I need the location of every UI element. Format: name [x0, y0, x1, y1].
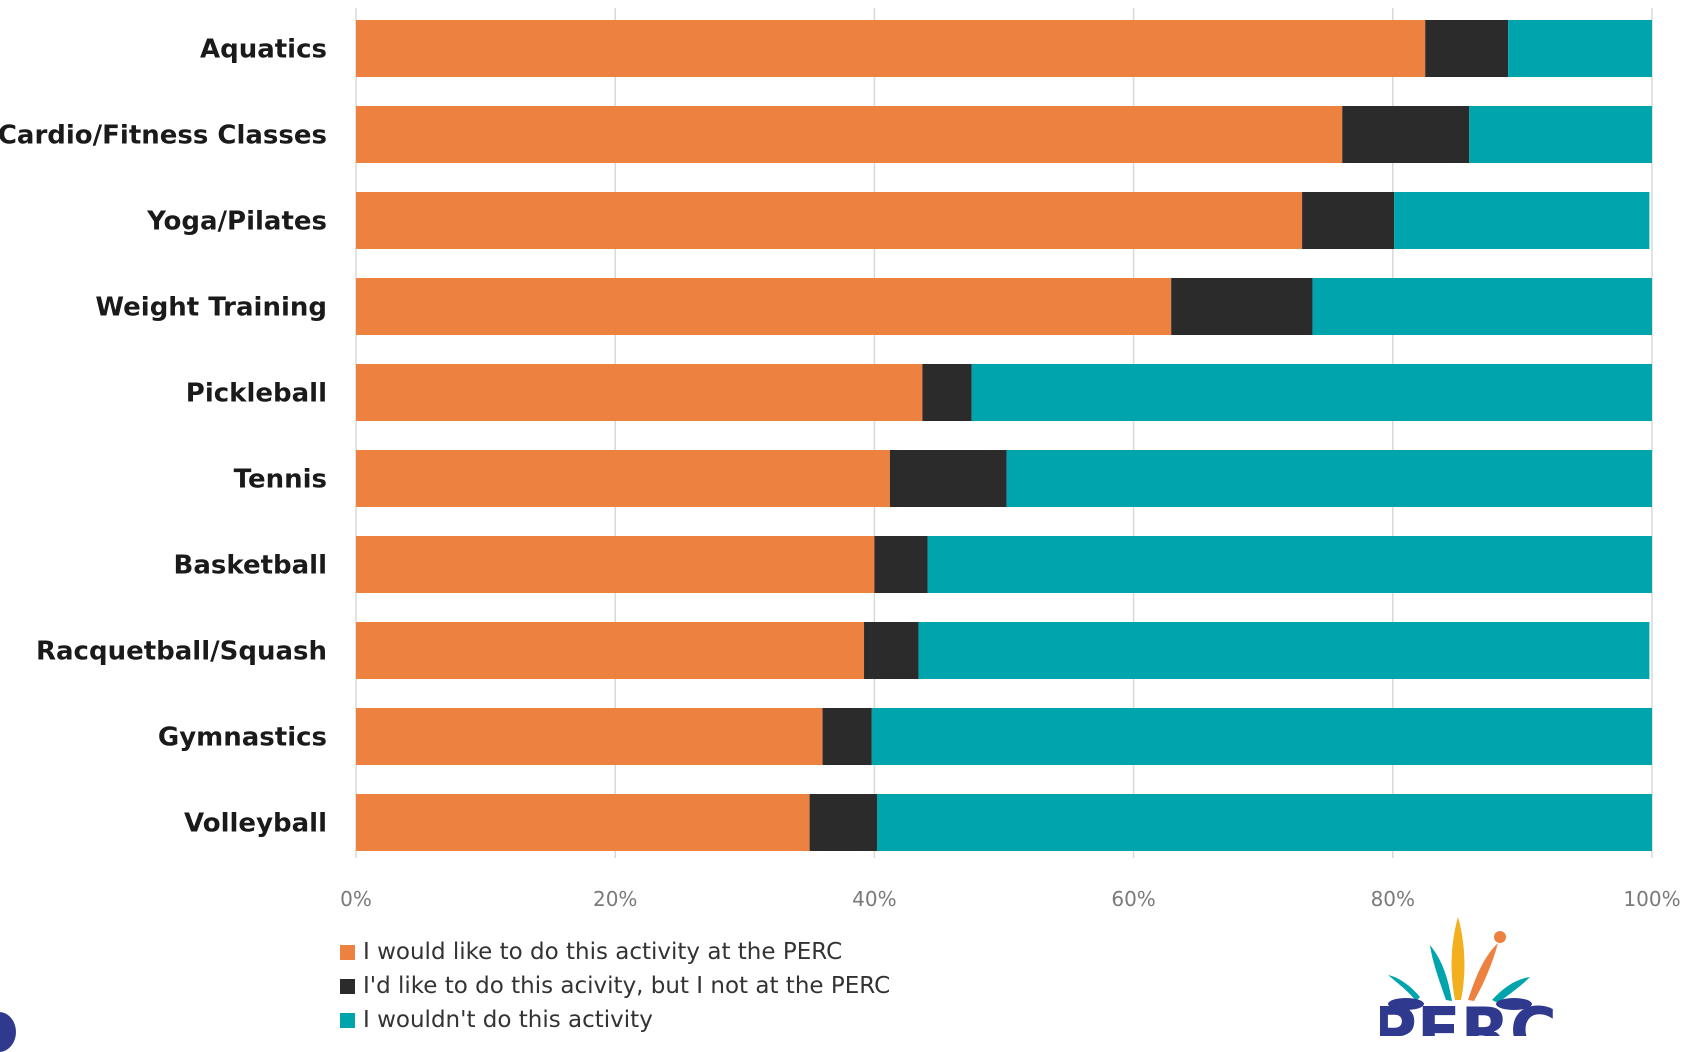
bars: [356, 20, 1652, 851]
x-tick-label: 0%: [340, 887, 372, 911]
legend-item: I would like to do this activity at the …: [340, 935, 890, 969]
category-label: Tennis: [234, 465, 327, 495]
svg-text:PERC: PERC: [1380, 995, 1557, 1036]
category-label: Volleyball: [184, 809, 327, 839]
x-tick-label: 20%: [593, 887, 637, 911]
bar-segment: [1302, 192, 1395, 249]
category-labels: Aquatics Cardio/Fitness Classes Yoga/Pilat…: [0, 35, 327, 839]
bar-segment: [918, 622, 1650, 679]
bar-segment: [874, 536, 928, 593]
bar-segment: [1171, 278, 1313, 335]
legend-swatch-teal: [340, 1012, 355, 1028]
bar-segment: [356, 192, 1303, 249]
category-label: Aquatics: [200, 35, 327, 65]
bar-segment: [871, 708, 1652, 765]
bar-segment: [1425, 20, 1509, 77]
bar-segment: [1508, 20, 1652, 77]
bar-segment: [356, 450, 890, 507]
bar-segment: [864, 622, 919, 679]
bar-segment: [889, 450, 1007, 507]
legend-item: I wouldn't do this activity: [340, 1003, 890, 1037]
bar-segment: [356, 20, 1426, 77]
bar-segment: [971, 364, 1652, 421]
x-tick-label: 40%: [852, 887, 896, 911]
x-tick-label: 80%: [1371, 887, 1415, 911]
bar-segment: [356, 708, 823, 765]
legend-swatch-orange: [340, 944, 355, 960]
bar-segment: [927, 536, 1652, 593]
perc-logo-icon: PERC: [1380, 905, 1560, 1036]
category-label: Cardio/Fitness Classes: [0, 121, 327, 151]
bar-segment: [822, 708, 872, 765]
legend-label: I'd like to do this acivity, but I not a…: [363, 973, 891, 999]
x-tick-label: 100%: [1623, 887, 1680, 911]
legend-swatch-black: [340, 978, 355, 994]
x-tick-label: 60%: [1111, 887, 1155, 911]
category-label: Gymnastics: [158, 723, 327, 753]
bar-segment: [922, 364, 972, 421]
bar-segment: [356, 622, 865, 679]
legend-item: I'd like to do this acivity, but I not a…: [340, 969, 890, 1003]
category-label: Yoga/Pilates: [146, 207, 327, 237]
category-label: Pickleball: [186, 379, 327, 409]
bar-segment: [356, 106, 1343, 163]
bar-segment: [356, 364, 923, 421]
legend-label: I wouldn't do this activity: [363, 1007, 653, 1033]
bar-segment: [1312, 278, 1652, 335]
x-tick-labels: 0% 20% 40% 60% 80% 100%: [340, 887, 1680, 911]
bar-segment: [356, 278, 1172, 335]
legend-label: I would like to do this activity at the …: [363, 939, 843, 965]
bar-segment: [356, 794, 810, 851]
category-label: Weight Training: [95, 293, 327, 323]
category-label: Basketball: [174, 551, 327, 581]
bar-segment: [1006, 450, 1652, 507]
bar-segment: [1394, 192, 1650, 249]
legend: I would like to do this activity at the …: [340, 935, 890, 1037]
bar-segment: [356, 536, 875, 593]
bar-segment: [809, 794, 877, 851]
category-label: Racquetball/Squash: [36, 637, 327, 667]
bar-segment: [1469, 106, 1652, 163]
bar-segment: [1342, 106, 1470, 163]
bar-segment: [876, 794, 1652, 851]
